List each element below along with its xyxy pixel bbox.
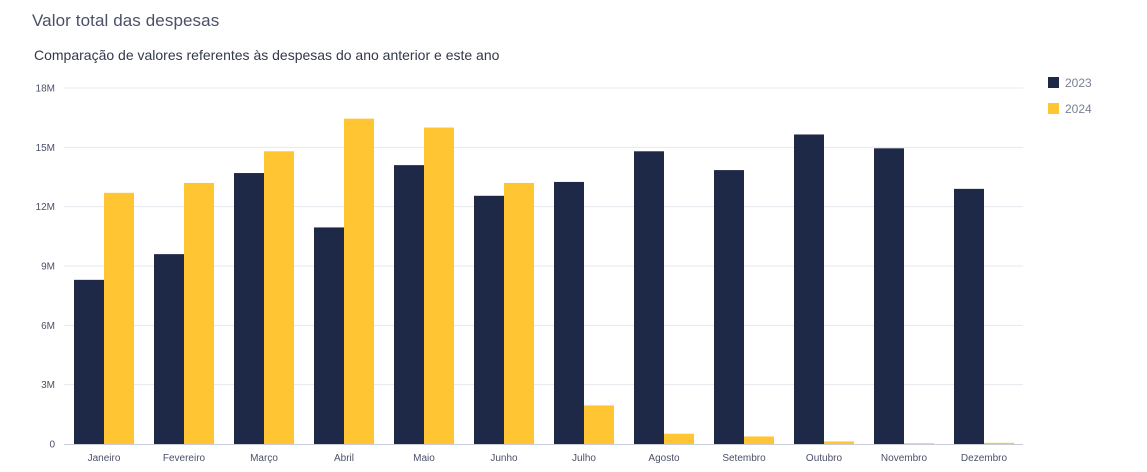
x-tick-label: Fevereiro (163, 453, 206, 464)
y-tick-label: 3M (41, 380, 55, 391)
bar-2023-agosto[interactable] (634, 151, 664, 445)
x-tick-label: Março (250, 453, 278, 464)
legend[interactable]: 2023 2024 (1048, 76, 1092, 116)
y-tick-label: 6M (41, 321, 55, 332)
y-axis-ticks: 0 3M 6M 9M 12M 15M 18M (36, 84, 56, 451)
x-tick-label: Setembro (722, 453, 766, 464)
bar-2023-maio[interactable] (394, 165, 424, 444)
y-tick-label: 0 (49, 440, 55, 451)
bars (74, 118, 1014, 445)
y-tick-label: 9M (41, 262, 55, 273)
bar-2023-março[interactable] (234, 173, 264, 445)
x-tick-label: Novembro (881, 453, 928, 464)
bar-2023-outubro[interactable] (794, 134, 824, 444)
bar-2024-dezembro[interactable] (984, 442, 1014, 444)
y-tick-label: 12M (36, 202, 55, 213)
legend-label: 2024 (1065, 102, 1092, 116)
bar-2024-outubro[interactable] (824, 441, 854, 444)
bar-2024-junho[interactable] (504, 182, 534, 444)
x-tick-label: Janeiro (88, 453, 121, 464)
bar-2024-janeiro[interactable] (104, 192, 134, 444)
x-tick-label: Dezembro (961, 453, 1008, 464)
bar-2023-dezembro[interactable] (954, 188, 984, 444)
x-tick-label: Julho (572, 453, 596, 464)
bar-2024-abril[interactable] (344, 118, 374, 445)
bar-2023-junho[interactable] (474, 195, 504, 444)
bar-2024-maio[interactable] (424, 127, 454, 445)
bar-2024-setembro[interactable] (744, 436, 774, 444)
grid-lines (64, 87, 1023, 386)
bar-2023-setembro[interactable] (714, 170, 744, 445)
bar-2024-novembro[interactable] (904, 443, 934, 444)
y-tick-label: 18M (36, 84, 55, 95)
chart-title: Comparação de valores referentes às desp… (34, 47, 500, 63)
legend-swatch (1048, 77, 1059, 88)
legend-label: 2023 (1065, 76, 1092, 90)
legend-item-2024[interactable]: 2024 (1048, 102, 1092, 116)
bar-2023-fevereiro[interactable] (154, 254, 184, 444)
bar-2023-janeiro[interactable] (74, 279, 104, 444)
bar-2024-fevereiro[interactable] (184, 182, 214, 444)
bar-2023-abril[interactable] (314, 227, 344, 444)
bar-2024-março[interactable] (264, 151, 294, 445)
legend-item-2023[interactable]: 2023 (1048, 76, 1092, 90)
bar-2024-julho[interactable] (584, 405, 614, 444)
x-tick-label: Outubro (806, 453, 843, 464)
y-tick-label: 15M (36, 143, 55, 154)
legend-swatch (1048, 103, 1059, 114)
panel-title: Valor total das despesas (32, 11, 220, 30)
bar-2024-agosto[interactable] (664, 433, 694, 444)
x-tick-label: Agosto (648, 453, 680, 464)
bar-2023-novembro[interactable] (874, 148, 904, 445)
bar-2023-julho[interactable] (554, 181, 584, 444)
x-axis-ticks: Janeiro Fevereiro Março Abril Maio Junho Julho… (88, 453, 1008, 464)
x-tick-label: Maio (413, 453, 435, 464)
x-tick-label: Abril (334, 453, 354, 464)
x-tick-label: Junho (490, 453, 518, 464)
